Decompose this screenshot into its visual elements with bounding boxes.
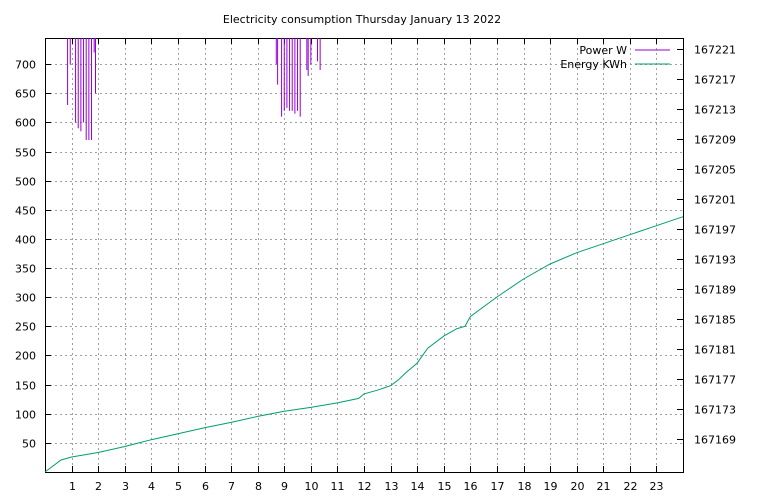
y-right-tick-label: 167209 <box>694 134 736 147</box>
x-tick-label: 3 <box>122 480 129 493</box>
x-tick-label: 14 <box>411 480 425 493</box>
x-axis: 1 2 3 4 5 6 7 8 9 10 11 12 13 14 15 16 17 18 19 20 21 22 23 <box>69 38 664 493</box>
y-right-tick-label: 167181 <box>694 344 736 357</box>
x-tick-label: 21 <box>597 480 611 493</box>
x-tick-label: 12 <box>358 480 372 493</box>
y-left-tick-label: 650 <box>15 88 36 101</box>
y-left-tick-label: 400 <box>15 234 36 247</box>
x-tick-label: 10 <box>305 480 319 493</box>
y-left-tick-label: 550 <box>15 147 36 160</box>
x-tick-label: 9 <box>281 480 288 493</box>
y-right-tick-label: 167173 <box>694 404 736 417</box>
x-tick-label: 6 <box>202 480 209 493</box>
legend-label-energy: Energy KWh <box>560 58 627 71</box>
x-tick-label: 7 <box>228 480 235 493</box>
y-left-tick-label: 350 <box>15 263 36 276</box>
y-right-tick-label: 167193 <box>694 254 736 267</box>
x-tick-label: 17 <box>491 480 505 493</box>
x-tick-label: 19 <box>544 480 558 493</box>
x-tick-label: 23 <box>650 480 664 493</box>
y-left-tick-label: 100 <box>15 409 36 422</box>
y-left-tick-label: 700 <box>15 59 36 72</box>
x-tick-label: 13 <box>385 480 399 493</box>
y-left-tick-label: 250 <box>15 321 36 334</box>
x-tick-label: 16 <box>464 480 478 493</box>
y-right-tick-label: 167177 <box>694 374 736 387</box>
y-right-tick-label: 167201 <box>694 194 736 207</box>
y-right-tick-label: 167185 <box>694 314 736 327</box>
x-tick-label: 1 <box>69 480 76 493</box>
x-tick-label: 18 <box>518 480 532 493</box>
y-right-tick-label: 167205 <box>694 164 736 177</box>
energy-line <box>44 216 684 473</box>
y-left-tick-label: 500 <box>15 176 36 189</box>
y-right-tick-label: 167189 <box>694 284 736 297</box>
y-right-tick-label: 167221 <box>694 44 736 57</box>
x-tick-label: 11 <box>331 480 345 493</box>
chart-title: Electricity consumption Thursday January… <box>223 13 501 26</box>
y-left-tick-label: 300 <box>15 292 36 305</box>
grid <box>45 38 683 472</box>
y-right-tick-label: 167213 <box>694 104 736 117</box>
y-axis-left: 50 100 150 200 250 300 350 400 450 500 550 600 650 70… <box>15 59 51 451</box>
y-right-tick-label: 167217 <box>694 74 736 87</box>
x-tick-label: 8 <box>255 480 262 493</box>
y-right-tick-label: 167197 <box>694 224 736 237</box>
x-tick-label: 2 <box>95 480 102 493</box>
y-axis-right: 167169 167173 167177 167181 167185 167189 1671… <box>677 44 736 447</box>
x-tick-label: 4 <box>148 480 155 493</box>
series <box>44 38 684 473</box>
y-left-tick-label: 150 <box>15 380 36 393</box>
legend-label-power: Power W <box>579 44 627 57</box>
legend: Power W Energy KWh <box>560 44 670 71</box>
x-tick-label: 5 <box>175 480 182 493</box>
y-left-tick-label: 450 <box>15 205 36 218</box>
x-tick-label: 20 <box>571 480 585 493</box>
x-tick-label: 22 <box>624 480 638 493</box>
x-tick-label: 15 <box>438 480 452 493</box>
y-left-tick-label: 600 <box>15 117 36 130</box>
y-left-tick-label: 50 <box>22 438 36 451</box>
y-left-tick-label: 200 <box>15 350 36 363</box>
y-right-tick-label: 167169 <box>694 434 736 447</box>
